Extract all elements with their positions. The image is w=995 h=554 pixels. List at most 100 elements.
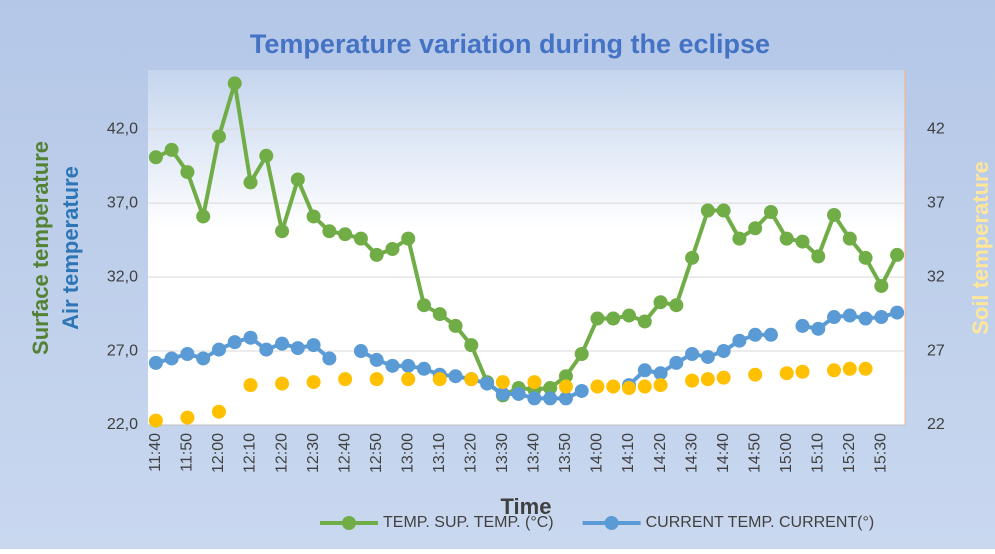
y-tick-label: 42,0 bbox=[107, 120, 138, 137]
data-point bbox=[748, 221, 763, 236]
data-point bbox=[180, 165, 195, 180]
x-tick-label: 15:00 bbox=[778, 433, 795, 473]
x-tick-label: 15:30 bbox=[873, 433, 890, 473]
data-point bbox=[290, 172, 305, 187]
data-point bbox=[558, 379, 573, 394]
x-tick-label: 12:50 bbox=[368, 433, 385, 473]
x-axis-title: Time bbox=[501, 494, 552, 519]
data-point bbox=[653, 295, 668, 310]
data-point bbox=[811, 321, 826, 336]
data-point bbox=[574, 383, 589, 398]
data-point bbox=[748, 327, 763, 342]
data-point bbox=[480, 376, 495, 391]
data-point bbox=[653, 378, 668, 393]
data-point bbox=[196, 351, 211, 366]
x-tick-label: 14:50 bbox=[746, 433, 763, 473]
legend-label: TEMP. SUP. TEMP. (°C) bbox=[383, 514, 554, 531]
data-point bbox=[842, 361, 857, 376]
y-axis-title: Surface temperature bbox=[28, 141, 53, 355]
data-point bbox=[180, 410, 195, 425]
data-point bbox=[401, 358, 416, 373]
data-point bbox=[148, 355, 163, 370]
y2-tick-label: 37 bbox=[927, 194, 945, 211]
data-point bbox=[795, 364, 810, 379]
data-point bbox=[558, 369, 573, 384]
data-point bbox=[227, 335, 242, 350]
data-point bbox=[243, 330, 258, 345]
data-point bbox=[164, 351, 179, 366]
y-tick-label: 27,0 bbox=[107, 342, 138, 359]
legend-label: CURRENT TEMP. CURRENT(°) bbox=[646, 514, 875, 531]
data-point bbox=[827, 363, 842, 378]
data-point bbox=[369, 352, 384, 367]
data-point bbox=[148, 150, 163, 165]
x-tick-label: 12:30 bbox=[305, 433, 322, 473]
data-point bbox=[385, 241, 400, 256]
data-point bbox=[890, 247, 905, 262]
data-point bbox=[243, 378, 258, 393]
data-point bbox=[432, 307, 447, 322]
data-point bbox=[464, 372, 479, 387]
x-tick-label: 14:00 bbox=[589, 433, 606, 473]
data-point bbox=[464, 338, 479, 353]
data-point bbox=[448, 318, 463, 333]
data-point bbox=[842, 308, 857, 323]
x-tick-label: 12:10 bbox=[242, 433, 259, 473]
data-point bbox=[890, 305, 905, 320]
data-point bbox=[275, 376, 290, 391]
data-point bbox=[732, 333, 747, 348]
x-tick-label: 12:40 bbox=[336, 433, 353, 473]
data-point bbox=[653, 366, 668, 381]
data-point bbox=[353, 231, 368, 246]
x-tick-label: 12:20 bbox=[273, 433, 290, 473]
data-point bbox=[227, 76, 242, 91]
y-tick-label: 32,0 bbox=[107, 268, 138, 285]
data-point bbox=[874, 310, 889, 325]
legend-marker bbox=[604, 516, 619, 530]
data-point bbox=[779, 366, 794, 381]
data-point bbox=[211, 129, 226, 144]
x-tick-label: 11:40 bbox=[147, 433, 164, 472]
data-point bbox=[858, 361, 873, 376]
data-point bbox=[622, 381, 637, 396]
data-point bbox=[606, 311, 621, 326]
data-point bbox=[700, 372, 715, 387]
data-point bbox=[811, 249, 826, 264]
y2-tick-label: 32 bbox=[927, 268, 945, 285]
data-point bbox=[432, 372, 447, 387]
data-point bbox=[858, 311, 873, 326]
data-point bbox=[858, 250, 873, 265]
x-tick-label: 14:10 bbox=[620, 433, 637, 473]
data-point bbox=[338, 372, 353, 387]
data-point bbox=[401, 372, 416, 387]
data-point bbox=[306, 209, 321, 224]
data-point bbox=[827, 310, 842, 325]
y2-tick-label: 27 bbox=[927, 342, 945, 359]
data-point bbox=[353, 344, 368, 359]
data-point bbox=[527, 391, 542, 406]
data-point bbox=[685, 347, 700, 361]
x-tick-label: 14:30 bbox=[683, 433, 700, 473]
x-tick-label: 11:50 bbox=[179, 433, 196, 472]
data-point bbox=[275, 224, 290, 239]
data-point bbox=[416, 361, 431, 376]
data-point bbox=[511, 386, 526, 401]
x-tick-label: 12:00 bbox=[210, 433, 227, 473]
x-tick-label: 13:20 bbox=[463, 433, 480, 473]
data-point bbox=[543, 391, 558, 406]
data-point bbox=[842, 231, 857, 246]
data-point bbox=[543, 381, 558, 396]
data-point bbox=[369, 372, 384, 387]
data-point bbox=[322, 351, 337, 366]
data-point bbox=[732, 231, 747, 246]
chart-title: Temperature variation during the eclipse bbox=[250, 29, 770, 59]
x-tick-label: 15:10 bbox=[809, 433, 826, 473]
data-point bbox=[306, 338, 321, 353]
data-point bbox=[606, 379, 621, 394]
data-point bbox=[716, 203, 731, 218]
data-point bbox=[637, 363, 652, 378]
x-tick-label: 14:20 bbox=[652, 433, 669, 473]
y2-axis-title: Soil temperature bbox=[968, 161, 993, 335]
data-point bbox=[700, 203, 715, 218]
